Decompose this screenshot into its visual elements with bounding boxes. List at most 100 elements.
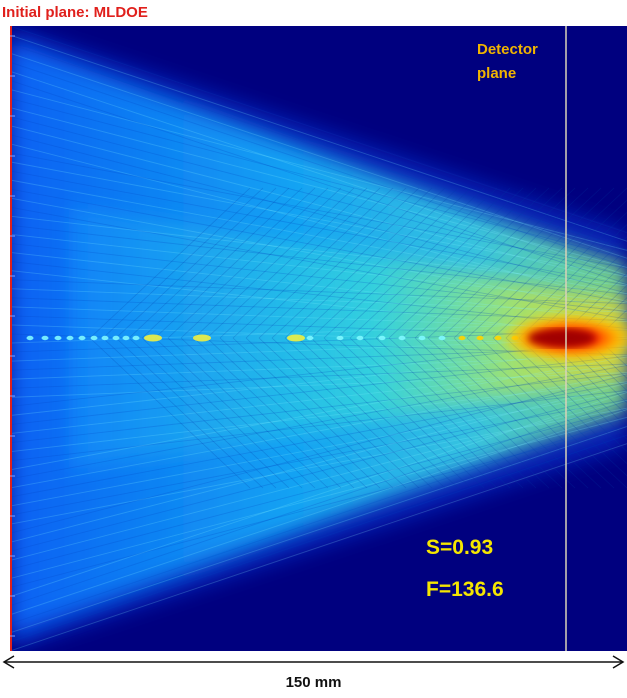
fringe-line xyxy=(10,365,627,480)
focus-spot xyxy=(418,335,426,341)
fringe-line xyxy=(10,206,627,320)
fringe-line xyxy=(10,372,627,444)
fringe-line xyxy=(10,382,627,543)
fringe-line xyxy=(10,426,627,634)
focus-spot xyxy=(112,335,120,341)
fringe-cross xyxy=(596,309,627,367)
fringe-line xyxy=(10,364,627,435)
fringe-cross xyxy=(323,187,485,489)
f-metric: F=136.6 xyxy=(426,578,504,601)
fringe-line xyxy=(10,224,627,295)
beam-cone-inner xyxy=(70,206,627,471)
fringe-cross xyxy=(89,187,251,489)
fringe-line xyxy=(10,390,627,507)
fringe-cross xyxy=(128,187,290,489)
fringe-line xyxy=(10,355,627,380)
fringe-line xyxy=(10,400,627,607)
fringe-cross xyxy=(115,187,277,489)
fringe-line xyxy=(10,347,627,416)
focus-spot xyxy=(438,335,446,341)
fringe-cross xyxy=(375,187,537,489)
fringe-line xyxy=(10,52,627,259)
fringe-cross xyxy=(141,187,303,489)
fringe-cross xyxy=(401,187,563,489)
fringe-line xyxy=(10,279,627,305)
focus-spot xyxy=(287,334,305,342)
focus-spot xyxy=(26,335,34,341)
fringe-line xyxy=(10,26,627,234)
focus-spot xyxy=(458,335,466,341)
fringe-line xyxy=(10,233,627,304)
focus-spot xyxy=(398,335,406,341)
detector-label-line2: plane xyxy=(477,65,517,82)
fringe-line xyxy=(10,252,627,321)
fringe-line xyxy=(10,389,627,462)
fringe-line xyxy=(10,107,627,268)
focus-spot xyxy=(378,335,386,341)
fringe-cross xyxy=(440,187,602,489)
focus-spot xyxy=(101,335,109,341)
fringe-line xyxy=(10,288,627,313)
fringe-line xyxy=(10,409,627,616)
fringe-line xyxy=(10,98,627,260)
fringe-line xyxy=(10,425,627,589)
fringe-line xyxy=(10,134,627,294)
fringe-line xyxy=(10,79,627,285)
fringe-line xyxy=(10,188,627,303)
fringe-cross xyxy=(180,187,342,489)
focus-spot xyxy=(132,335,140,341)
fringe-cross xyxy=(271,187,433,489)
fringe-cross xyxy=(245,187,407,489)
fringe-line xyxy=(10,443,627,651)
fringe-line xyxy=(10,416,627,579)
fringe-line xyxy=(10,61,627,268)
fringe-cross xyxy=(466,187,627,489)
fringe-line xyxy=(10,399,627,516)
fringe-line xyxy=(10,417,627,625)
fringe-line xyxy=(10,391,627,552)
fringe-cross xyxy=(505,224,627,452)
focus-spot xyxy=(90,335,98,341)
fringe-cross xyxy=(453,187,615,489)
interference-fringes xyxy=(10,26,627,651)
fringe-line xyxy=(10,297,627,322)
fringe-line xyxy=(10,374,627,534)
fringe-line xyxy=(10,116,627,277)
fringe-line xyxy=(10,125,627,285)
focus-spot xyxy=(66,335,74,341)
focus-spot xyxy=(336,335,344,341)
fringe-cross xyxy=(583,297,627,379)
fringe-cross xyxy=(479,199,627,477)
focus-spot xyxy=(41,335,49,341)
left-axis-ticks xyxy=(10,35,15,637)
scale-arrow xyxy=(2,655,625,669)
fringe-line xyxy=(10,391,627,598)
fringe-line xyxy=(10,408,627,570)
fringe-line xyxy=(10,363,627,389)
fringe-line xyxy=(10,399,627,561)
focus-spot xyxy=(476,335,484,341)
fringe-cross xyxy=(154,187,316,489)
fringe-cross xyxy=(102,187,264,489)
fringe-cross xyxy=(206,187,368,489)
fringe-cross xyxy=(193,187,355,489)
fringe-line xyxy=(10,161,627,278)
focus-spot xyxy=(54,335,62,341)
focus-spot xyxy=(306,335,314,341)
fringe-line xyxy=(10,34,627,242)
s-metric: S=0.93 xyxy=(426,536,494,559)
fringe-line xyxy=(10,356,627,471)
figure-title: Initial plane: MLDOE xyxy=(2,4,148,21)
fringe-line xyxy=(10,407,627,525)
fringe-cross xyxy=(297,187,459,489)
fringe-cross xyxy=(492,211,627,465)
fringe-cross xyxy=(336,187,498,489)
fringe-cross xyxy=(518,236,627,440)
detector-plane-label: Detector plane xyxy=(477,38,538,86)
fringe-line xyxy=(10,197,627,312)
fringe-line xyxy=(10,381,627,453)
detector-label-line1: Detector xyxy=(477,41,538,58)
fringe-line xyxy=(10,382,627,498)
focus-spot xyxy=(193,334,211,342)
fringe-cross xyxy=(167,187,329,489)
